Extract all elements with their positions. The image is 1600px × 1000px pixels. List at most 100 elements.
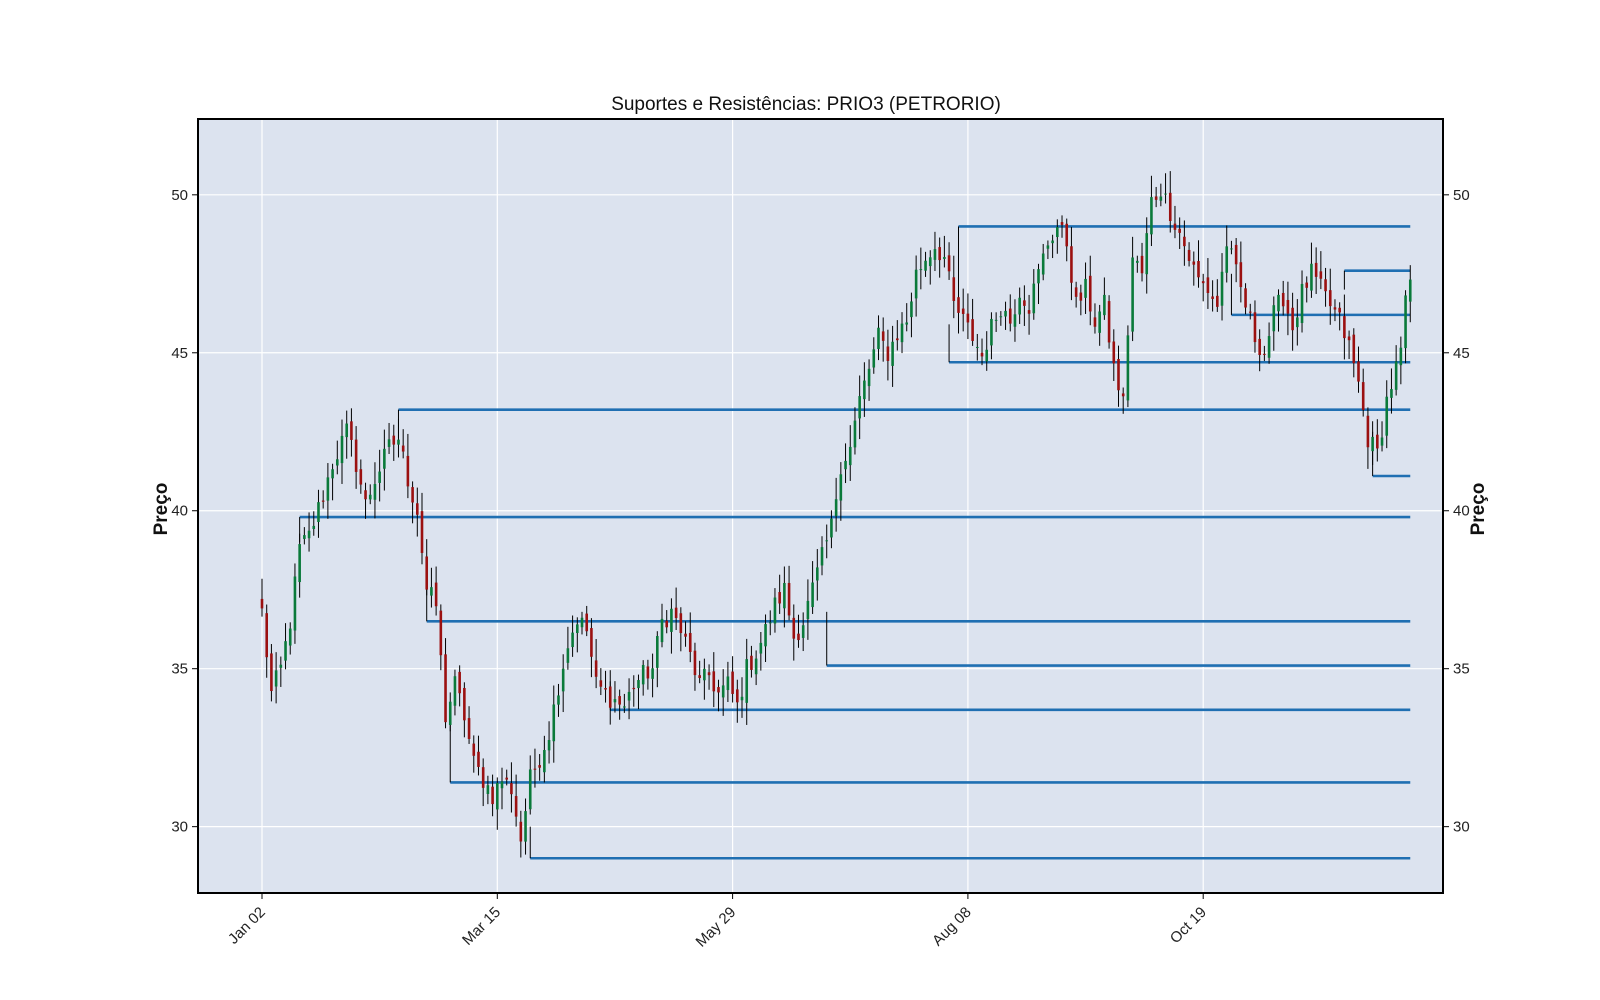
candle-body: [350, 421, 353, 440]
x-tick-label: Aug 08: [929, 904, 975, 950]
candle-body: [368, 494, 372, 500]
candle-body: [754, 658, 758, 675]
candle-body: [820, 547, 824, 566]
candle-body: [557, 695, 560, 705]
candle-body: [312, 525, 316, 529]
candle-body: [1088, 275, 1092, 312]
candle-body: [444, 654, 447, 723]
candle-body: [260, 598, 264, 609]
candle-body: [726, 676, 730, 691]
candle-body: [1399, 347, 1403, 366]
candle-body: [284, 641, 287, 661]
candle-body: [1248, 311, 1252, 313]
candle-body: [703, 668, 706, 681]
candle-body: [848, 446, 852, 466]
candle-body: [1324, 279, 1327, 292]
candle-body: [265, 613, 269, 658]
candle-body: [613, 699, 617, 703]
y-tick-label: 30: [171, 819, 188, 836]
candle-body: [1404, 295, 1407, 349]
candle-body: [632, 687, 636, 690]
candle-body: [538, 765, 541, 768]
candle-body: [463, 687, 466, 721]
candle-body: [797, 633, 800, 641]
candle-body: [1093, 317, 1097, 327]
y-tick-label: 50: [171, 187, 188, 204]
candle-body: [510, 783, 513, 795]
candle-body: [392, 435, 396, 445]
candle-body: [816, 567, 819, 581]
y-tick-label: 40: [171, 503, 188, 520]
candle-body: [801, 625, 805, 638]
candle-body: [1065, 223, 1069, 247]
candle-body: [1056, 227, 1059, 238]
candle-body: [561, 668, 565, 692]
candle-body: [590, 628, 593, 657]
candle-body: [721, 685, 725, 698]
candle-body: [1366, 415, 1370, 448]
candle-body: [458, 671, 461, 694]
candle-body: [571, 632, 574, 648]
candle-body: [768, 622, 772, 624]
candle-body: [1258, 338, 1261, 355]
candle-body: [627, 691, 631, 701]
candle-body: [585, 613, 589, 632]
candle-body: [933, 249, 937, 260]
candle-body: [1013, 314, 1017, 327]
candle-body: [1004, 310, 1007, 317]
y-tick-label: 35: [171, 661, 188, 678]
candle-body: [576, 624, 579, 634]
candle-body: [378, 471, 381, 483]
candle-body: [660, 618, 664, 643]
candle-body: [684, 633, 687, 637]
candle-body: [434, 582, 438, 607]
candle-body: [839, 474, 843, 501]
candle-body: [524, 811, 527, 842]
candle-body: [1079, 292, 1083, 301]
candle-body: [1136, 260, 1139, 263]
candle-body: [453, 676, 457, 706]
candle-body: [928, 257, 932, 267]
candle-body: [750, 655, 753, 670]
candle-body: [830, 518, 833, 538]
candle-body: [792, 617, 796, 639]
candle-body: [411, 487, 414, 503]
candle-body: [1168, 192, 1172, 221]
candle-body: [1352, 334, 1356, 364]
candle-body: [1281, 292, 1285, 307]
candle-body: [340, 435, 344, 464]
candle-body: [1267, 336, 1271, 358]
y-tick-label: 35: [1453, 661, 1470, 678]
candle-body: [618, 696, 621, 705]
candle-body: [806, 600, 810, 620]
candle-body: [872, 349, 876, 368]
candle-body: [646, 666, 650, 679]
candle-body: [773, 597, 777, 624]
candle-body: [500, 781, 504, 789]
candle-body: [891, 341, 894, 366]
support-resistance-levels: [299, 225, 1411, 860]
candle-body: [1027, 310, 1031, 314]
candle-body: [481, 767, 485, 788]
candle-body: [1018, 297, 1021, 315]
candle-body: [326, 477, 330, 501]
plot-background: [198, 119, 1443, 893]
candle-body: [665, 620, 669, 628]
candle-body: [698, 675, 701, 679]
candle-body: [1357, 361, 1360, 382]
candle-body: [1211, 296, 1214, 299]
candle-body: [1272, 305, 1276, 332]
candle-body: [656, 636, 659, 668]
x-tick-label: May 29: [693, 904, 740, 951]
candle-body: [528, 769, 532, 810]
candle-body: [707, 672, 711, 676]
candle-body: [759, 642, 763, 654]
candle-body: [877, 327, 880, 350]
candle-body: [736, 689, 739, 703]
candle-body: [1385, 396, 1389, 436]
candle-body: [1150, 197, 1153, 235]
candle-body: [745, 659, 749, 703]
candle-body: [1338, 307, 1341, 313]
candle-body: [825, 540, 829, 542]
